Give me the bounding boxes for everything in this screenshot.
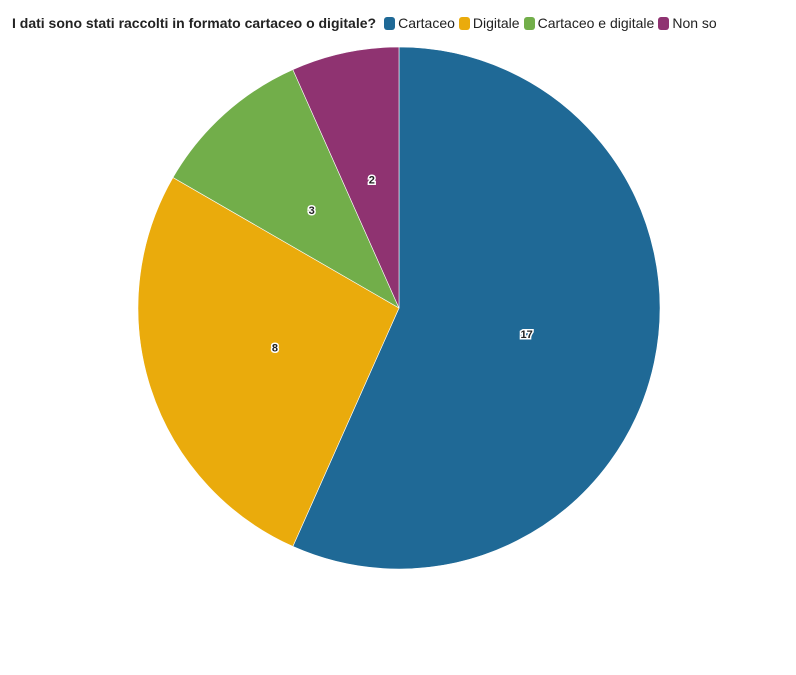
pie-slice-non-so[interactable] [292,46,400,309]
legend-label-cartaceo: Cartaceo [398,15,455,31]
pie-slice-digitale[interactable] [137,177,400,547]
legend-swatch-non-so [658,16,670,30]
legend: I dati sono stati raccolti in formato ca… [12,12,721,34]
chart-title: I dati sono stati raccolti in formato ca… [12,15,377,31]
pie-slice-cartaceo-e-digitale[interactable] [172,69,400,309]
legend-swatch-cartaceo-e-digitale [523,16,535,30]
legend-swatch-digitale [458,16,470,30]
slice-value-label-digitale: 8 [272,342,278,354]
legend-label-cartaceo-e-digitale: Cartaceo e digitale [537,15,655,31]
legend-item-digitale[interactable]: Digitale [458,15,520,31]
slice-value-label-cartaceo: 17 [521,329,533,341]
legend-swatch-cartaceo [384,16,396,30]
legend-label-non-so: Non so [672,15,717,31]
legend-item-cartaceo[interactable]: Cartaceo [384,15,455,31]
pie-slices [137,46,661,570]
legend-label-digitale: Digitale [472,15,520,31]
legend-item-non-so[interactable]: Non so [658,15,717,31]
slice-value-label-cartaceo-e-digitale: 3 [309,205,315,217]
pie-slice-cartaceo[interactable] [292,46,661,570]
legend-item-cartaceo-e-digitale[interactable]: Cartaceo e digitale [523,15,655,31]
pie-labels: 17 8 3 2 [270,173,534,356]
slice-value-label-non-so: 2 [369,174,375,186]
